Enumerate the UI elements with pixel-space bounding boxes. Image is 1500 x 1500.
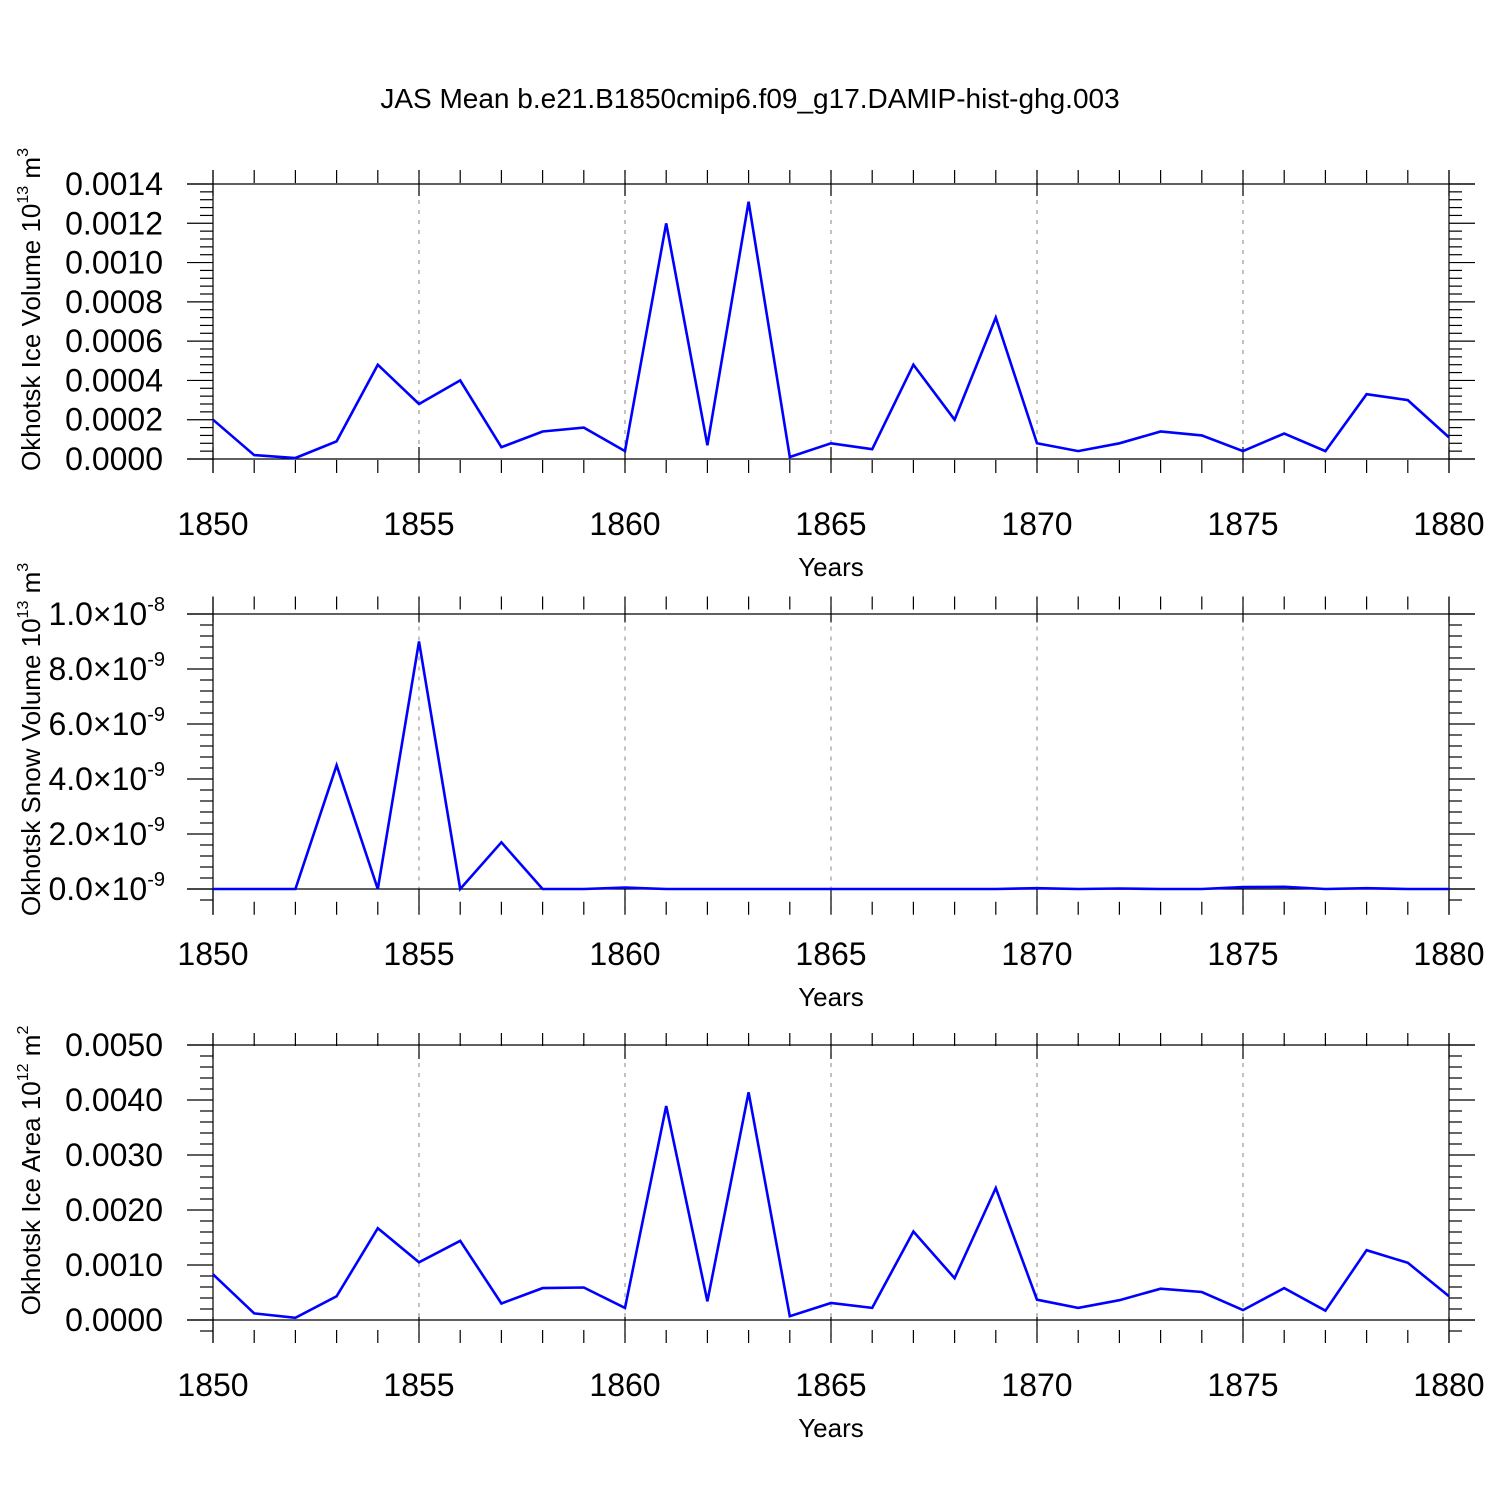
x-tick-label: 1855 <box>383 936 454 972</box>
x-tick-label: 1865 <box>795 506 866 542</box>
x-tick-label: 1875 <box>1207 936 1278 972</box>
x-tick-label: 1880 <box>1413 1367 1484 1403</box>
y-tick-label: 1.0×10-8 <box>48 594 165 632</box>
x-tick-label: 1860 <box>589 1367 660 1403</box>
y-axis-title: Okhotsk Snow Volume 1013 m3 <box>15 563 46 916</box>
y-tick-label: 0.0030 <box>65 1137 163 1173</box>
y-tick-label: 0.0004 <box>65 362 163 398</box>
x-tick-label: 1850 <box>177 1367 248 1403</box>
y-axis-title: Okhotsk Ice Volume 1013 m3 <box>15 148 46 471</box>
x-axis-title: Years <box>798 1413 864 1443</box>
x-tick-label: 1865 <box>795 1367 866 1403</box>
y-tick-label: 4.0×10-9 <box>48 759 165 797</box>
x-tick-label: 1860 <box>589 936 660 972</box>
y-tick-label: 2.0×10-9 <box>48 814 165 852</box>
y-tick-label: 0.0012 <box>65 205 163 241</box>
x-tick-label: 1880 <box>1413 936 1484 972</box>
y-tick-label: 0.0050 <box>65 1027 163 1063</box>
y-tick-label: 0.0040 <box>65 1082 163 1118</box>
x-tick-label: 1870 <box>1001 506 1072 542</box>
y-tick-label: 0.0000 <box>65 1302 163 1338</box>
panel-ice-area: 0.0000 0.0010 0.0020 0.0030 0.0040 0.0050 1850… <box>15 1026 1485 1443</box>
y-tick-label: 0.0000 <box>65 441 163 477</box>
y-axis-title: Okhotsk Ice Area 1012 m2 <box>15 1026 46 1316</box>
x-tick-label: 1860 <box>589 506 660 542</box>
x-axis-title: Years <box>798 552 864 582</box>
x-tick-label: 1850 <box>177 936 248 972</box>
y-tick-label: 0.0020 <box>65 1192 163 1228</box>
x-tick-label: 1880 <box>1413 506 1484 542</box>
y-tick-label: 0.0010 <box>65 245 163 281</box>
x-tick-label: 1855 <box>383 506 454 542</box>
y-tick-label: 0.0006 <box>65 323 163 359</box>
y-tick-label: 0.0×10-9 <box>48 869 165 907</box>
figure-title: JAS Mean b.e21.B1850cmip6.f09_g17.DAMIP-… <box>380 83 1119 114</box>
x-tick-label: 1875 <box>1207 1367 1278 1403</box>
x-tick-label: 1850 <box>177 506 248 542</box>
y-tick-label: 0.0010 <box>65 1247 163 1283</box>
y-tick-label: 0.0002 <box>65 402 163 438</box>
x-tick-label: 1870 <box>1001 1367 1072 1403</box>
y-tick-label: 0.0008 <box>65 284 163 320</box>
y-tick-label: 8.0×10-9 <box>48 649 165 687</box>
x-tick-label: 1870 <box>1001 936 1072 972</box>
x-axis-title: Years <box>798 982 864 1012</box>
x-tick-label: 1865 <box>795 936 866 972</box>
y-tick-label: 0.0014 <box>65 166 163 202</box>
y-tick-label: 6.0×10-9 <box>48 704 165 742</box>
x-tick-label: 1855 <box>383 1367 454 1403</box>
x-tick-label: 1875 <box>1207 506 1278 542</box>
panel-snow-volume: 0.0×10-9 2.0×10-9 4.0×10-9 6.0×10-9 8.0×10-9… <box>15 563 1485 1012</box>
